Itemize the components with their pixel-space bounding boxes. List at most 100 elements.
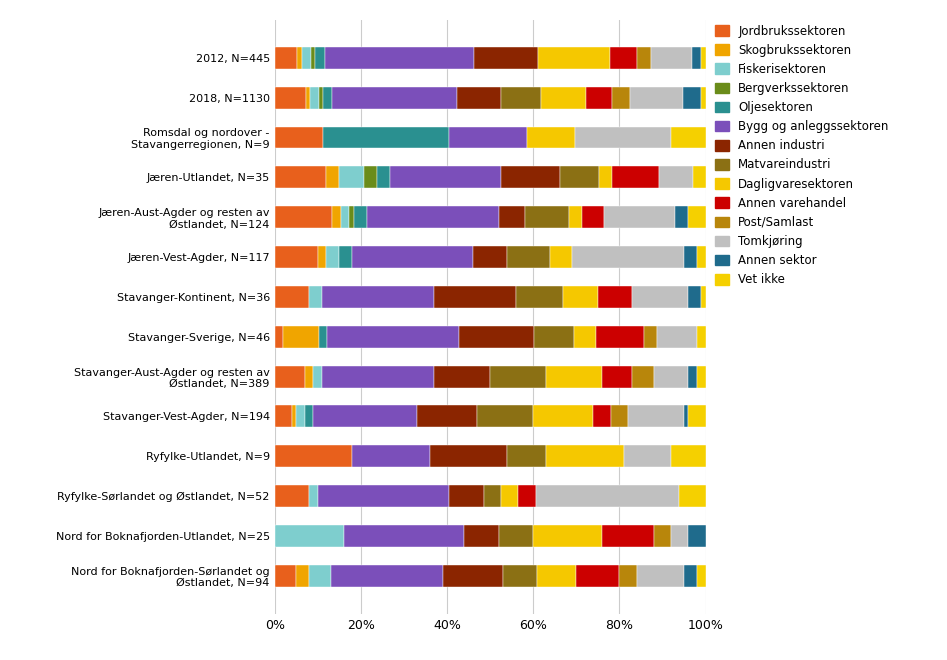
Bar (449, 127, 527, 148)
Bar (331, 565, 442, 587)
Bar (611, 405, 628, 428)
Bar (323, 127, 449, 148)
Bar (275, 405, 292, 428)
Bar (283, 326, 318, 348)
Bar (328, 326, 459, 348)
Bar (697, 326, 706, 348)
Bar (684, 86, 701, 109)
Bar (697, 366, 706, 387)
Bar (332, 86, 456, 109)
Bar (563, 286, 598, 308)
Bar (688, 366, 697, 387)
Bar (352, 446, 430, 467)
Bar (602, 366, 633, 387)
Bar (325, 47, 474, 69)
Bar (633, 286, 688, 308)
Bar (516, 286, 563, 308)
Bar (644, 326, 657, 348)
Bar (671, 525, 688, 547)
Bar (526, 206, 569, 228)
Bar (275, 246, 317, 268)
Bar (309, 286, 322, 308)
Bar (503, 565, 538, 587)
Bar (599, 166, 612, 188)
Bar (275, 47, 297, 69)
Bar (296, 565, 309, 587)
Bar (326, 166, 339, 188)
Bar (275, 326, 283, 348)
Bar (538, 565, 576, 587)
Bar (594, 405, 611, 428)
Bar (637, 47, 652, 69)
Bar (598, 286, 633, 308)
Bar (538, 47, 610, 69)
Bar (636, 565, 684, 587)
Bar (697, 565, 706, 587)
Bar (484, 485, 501, 507)
Bar (275, 565, 296, 587)
Bar (508, 246, 550, 268)
Bar (501, 86, 541, 109)
Bar (508, 446, 546, 467)
Bar (305, 405, 313, 428)
Bar (310, 485, 318, 507)
Bar (302, 47, 311, 69)
Bar (275, 127, 323, 148)
Bar (499, 525, 533, 547)
Bar (477, 405, 533, 428)
Bar (684, 246, 697, 268)
Legend: Jordbrukssektoren, Skogbrukssektoren, Fiskerisektoren, Bergverkssektoren, Oljese: Jordbrukssektoren, Skogbrukssektoren, Fi… (710, 20, 893, 291)
Bar (684, 405, 688, 428)
Bar (305, 366, 313, 387)
Bar (313, 366, 322, 387)
Bar (574, 326, 596, 348)
Bar (582, 206, 604, 228)
Bar (653, 525, 671, 547)
Bar (630, 86, 684, 109)
Bar (550, 246, 572, 268)
Bar (541, 86, 585, 109)
Bar (430, 446, 508, 467)
Bar (576, 565, 619, 587)
Bar (701, 286, 706, 308)
Bar (292, 405, 296, 428)
Bar (275, 166, 326, 188)
Bar (652, 47, 692, 69)
Bar (390, 166, 501, 188)
Bar (675, 206, 688, 228)
Bar (572, 246, 684, 268)
Bar (352, 246, 473, 268)
Bar (518, 485, 536, 507)
Bar (474, 47, 538, 69)
Bar (658, 166, 692, 188)
Bar (459, 326, 534, 348)
Bar (417, 405, 477, 428)
Bar (688, 206, 706, 228)
Bar (339, 246, 352, 268)
Bar (653, 366, 688, 387)
Bar (533, 405, 594, 428)
Bar (534, 326, 574, 348)
Bar (575, 127, 670, 148)
Bar (527, 127, 575, 148)
Bar (501, 166, 561, 188)
Bar (275, 206, 331, 228)
Bar (688, 286, 701, 308)
Bar (546, 366, 602, 387)
Bar (619, 565, 636, 587)
Bar (322, 286, 434, 308)
Bar (315, 47, 325, 69)
Bar (339, 166, 365, 188)
Bar (657, 326, 697, 348)
Bar (633, 366, 653, 387)
Bar (688, 405, 706, 428)
Bar (602, 525, 653, 547)
Bar (275, 446, 352, 467)
Bar (327, 246, 339, 268)
Bar (275, 86, 306, 109)
Bar (319, 86, 324, 109)
Bar (367, 206, 499, 228)
Bar (610, 47, 637, 69)
Bar (354, 206, 366, 228)
Bar (311, 86, 319, 109)
